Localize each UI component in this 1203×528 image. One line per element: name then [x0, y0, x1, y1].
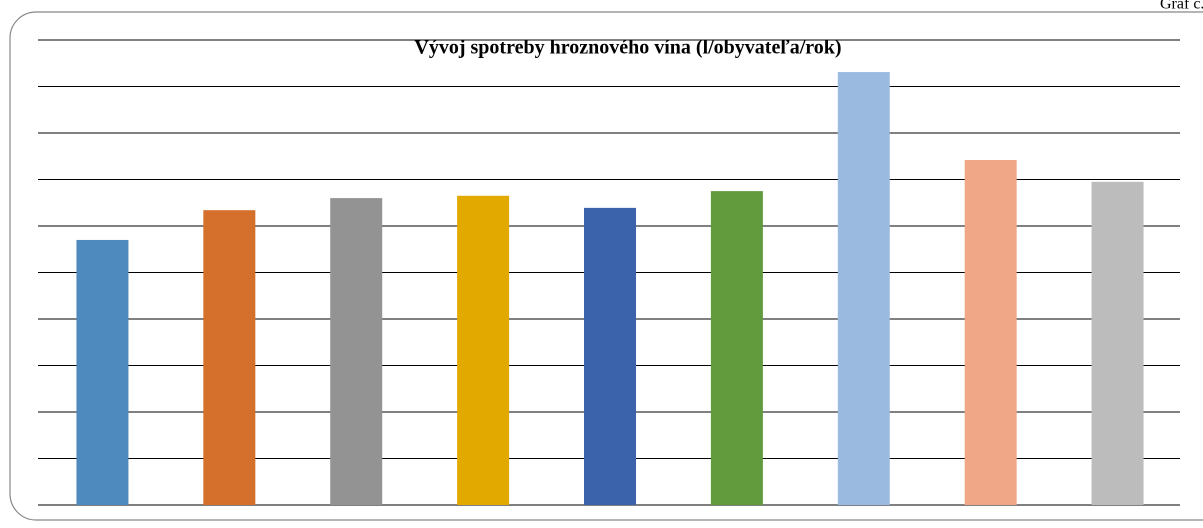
- bar: [584, 207, 636, 506]
- chart-title: Vývoj spotreby hroznového vína (l/obyvat…: [414, 37, 841, 59]
- bar: [203, 210, 256, 505]
- bar: [76, 239, 129, 505]
- bar: [964, 159, 1017, 505]
- bar: [457, 195, 510, 505]
- bar: [710, 191, 763, 505]
- bar: [330, 198, 383, 505]
- bar: [1091, 181, 1144, 505]
- chart-frame: [9, 11, 1203, 521]
- bar: [837, 72, 890, 506]
- corner-note: Graf č.: [1160, 0, 1203, 13]
